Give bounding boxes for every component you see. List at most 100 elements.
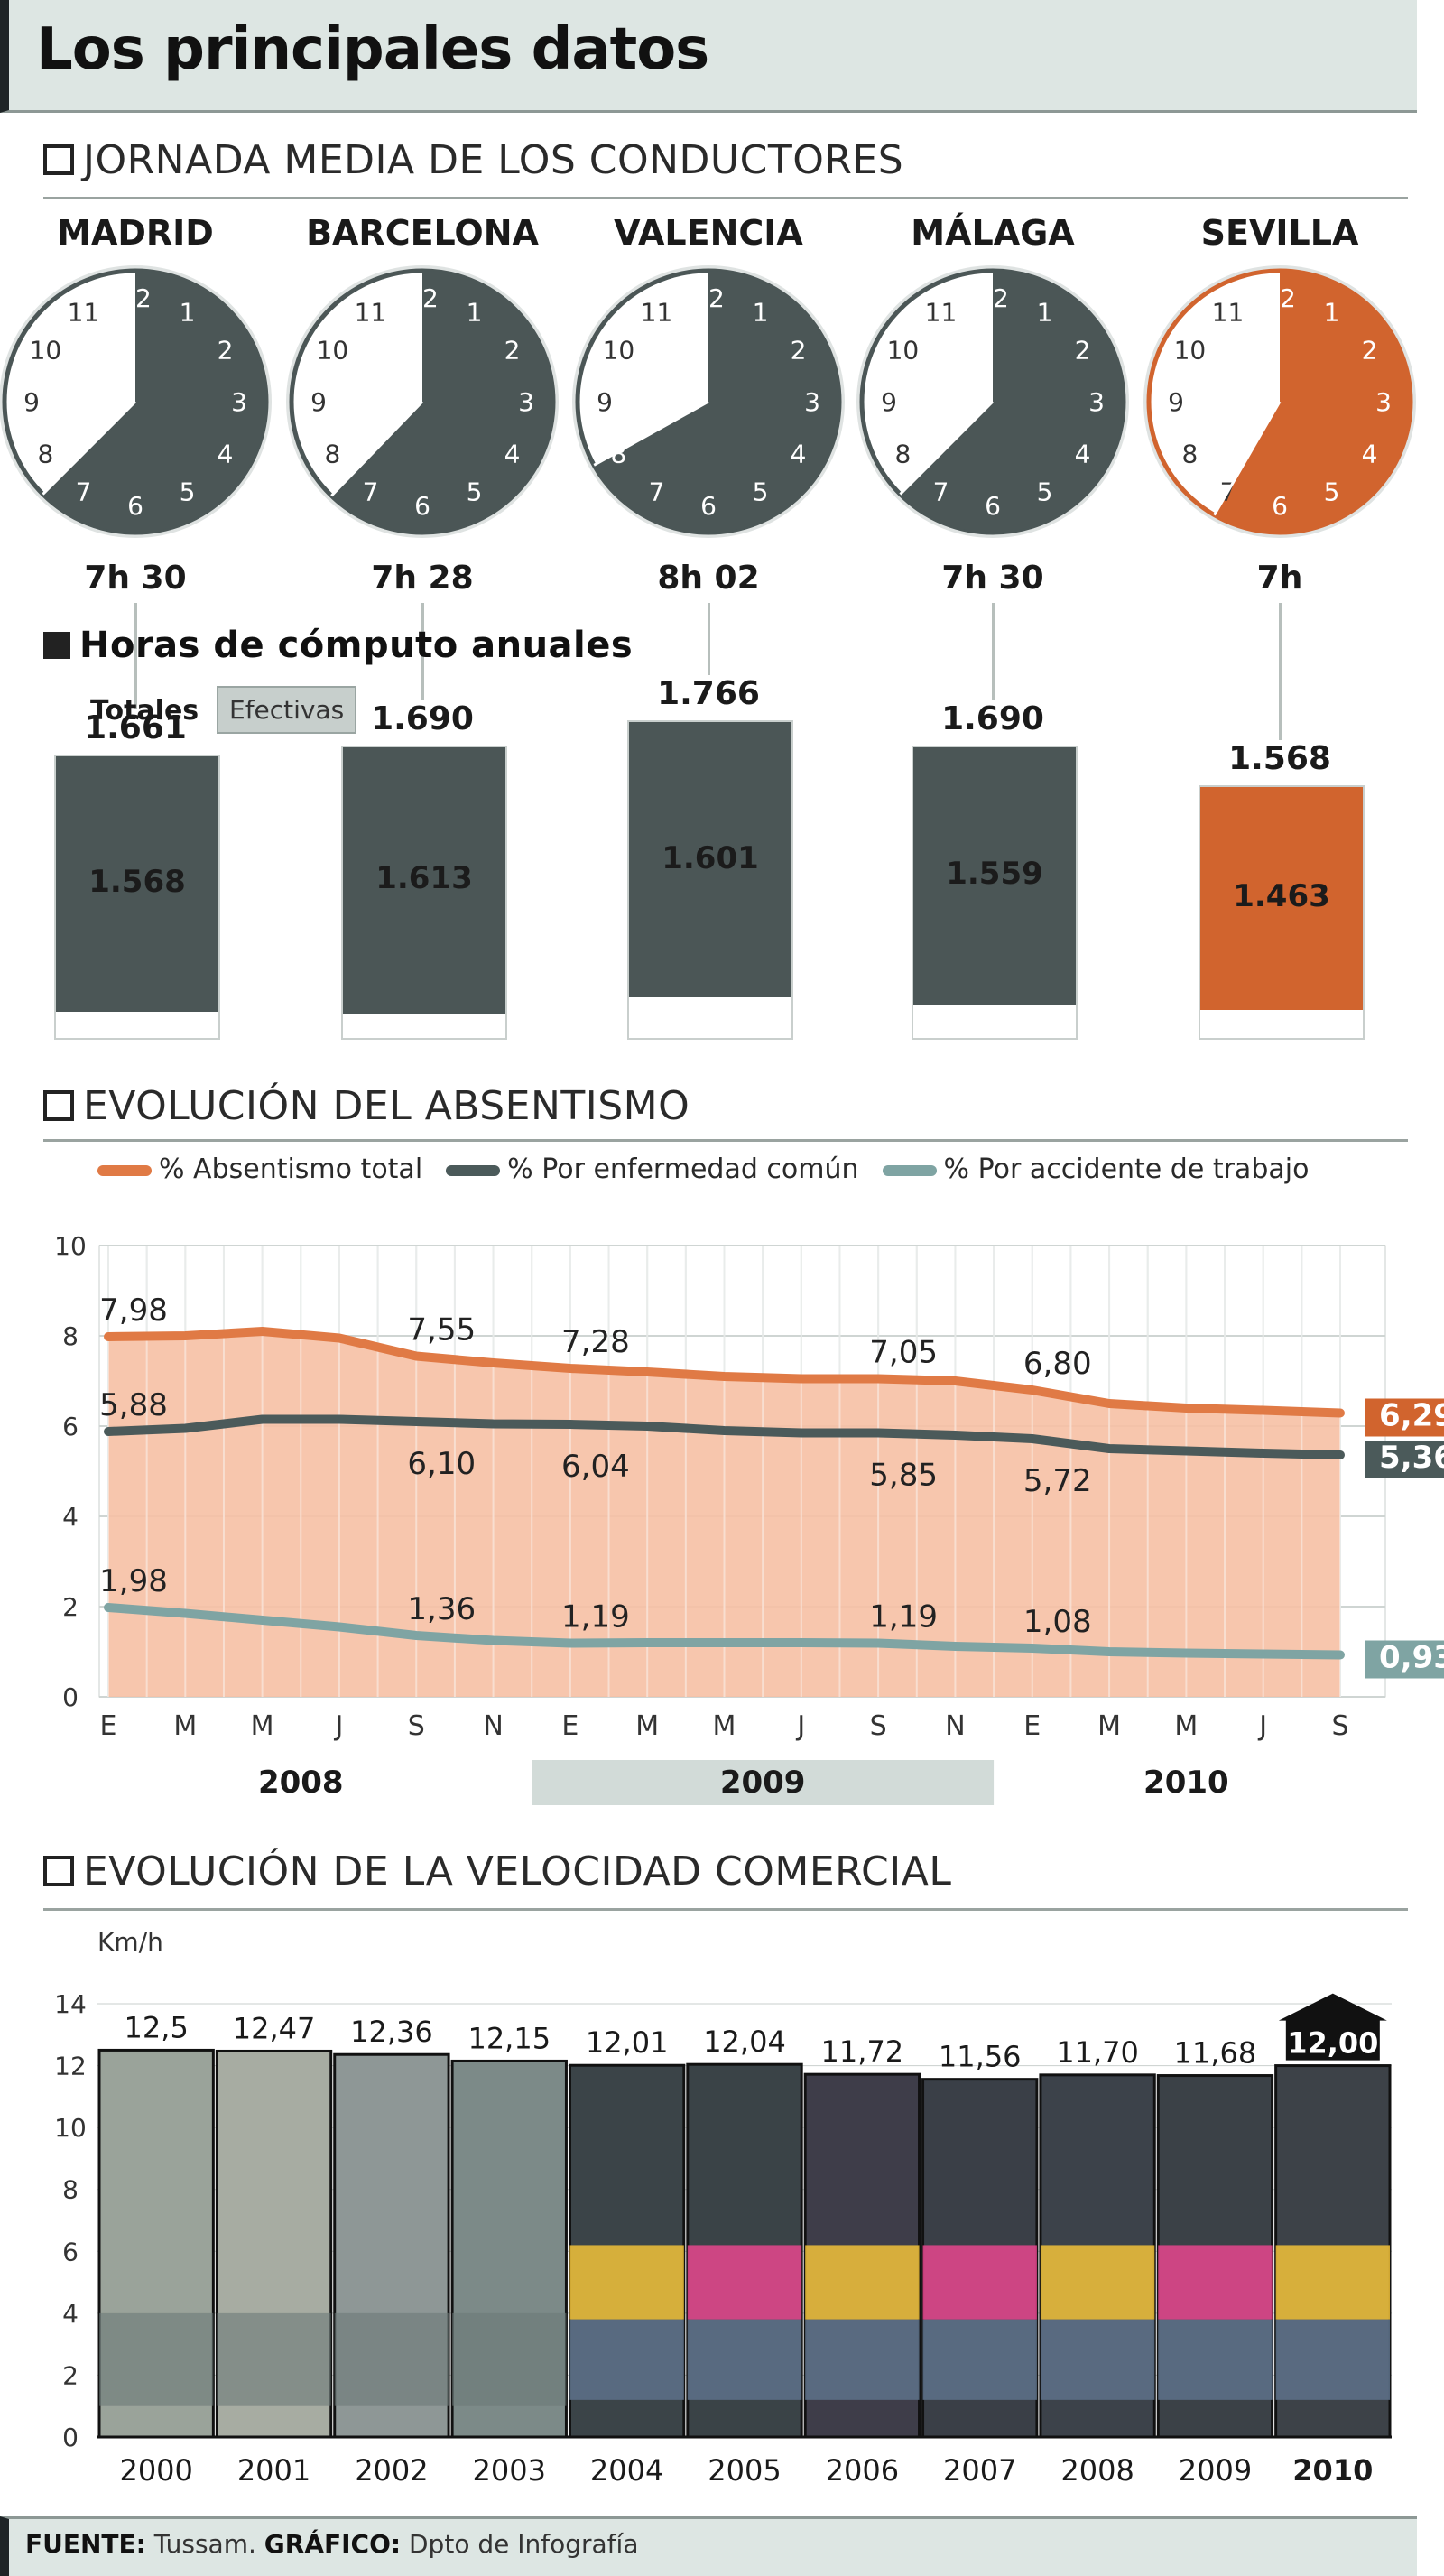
clock-number: 11 — [355, 297, 387, 327]
total-hours-bar: 1.463 — [1199, 784, 1365, 1040]
clock-number: 6 — [985, 491, 1001, 521]
x-category-label: 2006 — [826, 2453, 899, 2488]
bar-value-label: 12,36 — [350, 2015, 433, 2049]
footer-bar — [0, 2516, 1417, 2576]
bar-value-label: 11,56 — [939, 2040, 1022, 2074]
data-point — [260, 1417, 264, 1422]
clock-number: 5 — [753, 477, 769, 507]
clock-number: 12 — [1264, 283, 1296, 313]
bar-value-label: 11,70 — [1056, 2035, 1139, 2070]
data-label: 7,98 — [99, 1293, 168, 1329]
connector-line — [708, 603, 710, 676]
clock-number: 8 — [894, 440, 911, 469]
effective-hours-label: 1.601 — [662, 839, 759, 876]
y-tick-label: 12 — [54, 2052, 87, 2081]
clock-number: 7 — [649, 477, 665, 507]
clock-number: 11 — [925, 297, 958, 327]
velocidad-heading-text: EVOLUCIÓN DE LA VELOCIDAD COMERCIAL — [83, 1849, 952, 1895]
x-tick-label: N — [483, 1710, 503, 1742]
y-tick-label: 10 — [54, 2113, 87, 2143]
x-category-label: 2001 — [237, 2453, 310, 2488]
x-category-label: 2010 — [1292, 2453, 1373, 2488]
page-title: Los principales datos — [36, 16, 709, 83]
data-point — [106, 1430, 110, 1433]
bar-value-label: 12,47 — [233, 2011, 316, 2045]
end-value-tag — [1365, 1441, 1444, 1478]
data-point — [722, 1375, 727, 1378]
bar-photo-stripe — [1275, 2245, 1390, 2320]
data-point — [568, 1367, 572, 1370]
city-name: BARCELONA — [306, 213, 539, 253]
y-tick-label: 8 — [62, 1321, 79, 1351]
grafico-label: GRÁFICO: — [264, 2529, 402, 2559]
connector-line — [421, 603, 424, 700]
data-point — [1184, 1651, 1189, 1655]
city-name: MÁLAGA — [911, 213, 1075, 253]
clock-number: 2 — [504, 336, 521, 366]
clock-number: 9 — [310, 387, 327, 417]
clock-sector — [331, 271, 553, 533]
data-label: 7,28 — [561, 1324, 630, 1360]
clock-number: 6 — [1272, 491, 1288, 521]
connector-line — [992, 603, 995, 700]
clock-number: 2 — [791, 336, 807, 366]
clock-hand — [42, 400, 137, 496]
legend-swatch — [97, 1164, 152, 1176]
section-heading-velocidad: EVOLUCIÓN DE LA VELOCIDAD COMERCIAL — [43, 1849, 951, 1895]
effective-hours-bar: 1.601 — [629, 722, 791, 998]
legend-swatch — [446, 1164, 501, 1176]
footer-source: FUENTE: Tussam. GRÁFICO: Dpto de Infogra… — [25, 2529, 638, 2559]
absentismo-legend: % Absentismo total % Por enfermedad comú… — [97, 1154, 1309, 1185]
x-tick-label: J — [1257, 1710, 1267, 1742]
x-tick-label: N — [945, 1710, 965, 1742]
y-tick-label: 0 — [62, 2423, 79, 2452]
clock-number: 2 — [1075, 336, 1091, 366]
bar-photo-stripe — [217, 2312, 331, 2406]
clock-number: 9 — [881, 387, 897, 417]
year-label: 2010 — [1143, 1765, 1229, 1801]
x-tick-label: M — [713, 1710, 736, 1742]
clock-hand — [593, 400, 709, 467]
clock-number: 1 — [753, 297, 769, 327]
x-category-label: 2003 — [473, 2453, 546, 2488]
clock-number: 12 — [406, 283, 439, 313]
clock-number: 1 — [180, 297, 196, 327]
clock-number: 7 — [363, 477, 379, 507]
bar-photo-stripe — [687, 2319, 802, 2400]
clock-number: 3 — [804, 387, 820, 417]
filled-square-icon — [43, 632, 70, 659]
bar-photo-stripe — [805, 2319, 920, 2400]
data-label: 0,93 — [1379, 1640, 1444, 1676]
effective-hours-label: 1.559 — [946, 856, 1043, 893]
clock-number: 11 — [1212, 297, 1245, 327]
clock-number: 6 — [700, 491, 717, 521]
data-point — [1030, 1646, 1034, 1650]
data-point — [1261, 1652, 1265, 1656]
bar-photo-stripe — [1040, 2319, 1155, 2400]
x-tick-label: S — [870, 1710, 887, 1742]
bar-photo-stripe — [334, 2312, 449, 2406]
bar-value-label: 11,68 — [1174, 2036, 1257, 2071]
data-point — [953, 1379, 958, 1383]
x-category-label: 2009 — [1179, 2453, 1252, 2488]
fuente-value: Tussam. — [153, 2529, 256, 2559]
effective-hours-bar: 1.463 — [1200, 786, 1363, 1011]
clock-number: 9 — [597, 387, 613, 417]
effective-hours-bar: 1.559 — [913, 746, 1076, 1005]
total-hours-label: 1.568 — [1228, 739, 1331, 777]
clock-number: 9 — [1168, 387, 1184, 417]
data-point — [1261, 1451, 1265, 1455]
bar-photo-stripe — [1040, 2245, 1155, 2320]
jornada-time: 8h 02 — [657, 560, 760, 597]
clock-hand — [330, 400, 424, 497]
data-point — [876, 1431, 881, 1435]
data-point — [568, 1422, 572, 1426]
legend-label: % Absentismo total — [159, 1154, 423, 1185]
clock-number: 4 — [504, 440, 521, 469]
legend-item-enfermedad: % Por enfermedad común — [446, 1154, 859, 1185]
clock-number: 2 — [218, 336, 234, 366]
y-tick-label: 2 — [62, 2360, 79, 2390]
